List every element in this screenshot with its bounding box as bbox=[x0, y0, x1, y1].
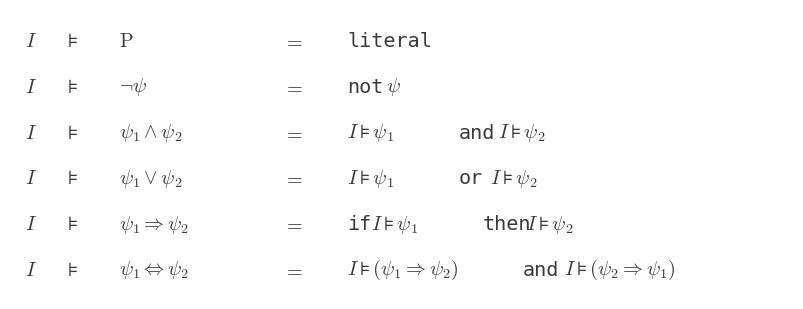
Text: $\mathit{I}\models\psi_1$: $\mathit{I}\models\psi_1$ bbox=[347, 168, 394, 190]
Text: $=$: $=$ bbox=[283, 215, 303, 234]
Text: $\mathit{I}$: $\mathit{I}$ bbox=[24, 124, 37, 143]
Text: $\psi_1 \Leftrightarrow \psi_2$: $\psi_1 \Leftrightarrow \psi_2$ bbox=[119, 259, 189, 281]
Text: $\models$: $\models$ bbox=[63, 32, 78, 51]
Text: $\mathit{I}$: $\mathit{I}$ bbox=[24, 78, 37, 97]
Text: $\psi_1 \vee \psi_2$: $\psi_1 \vee \psi_2$ bbox=[119, 168, 182, 190]
Text: $\psi_1 \wedge \psi_2$: $\psi_1 \wedge \psi_2$ bbox=[119, 122, 182, 144]
Text: if: if bbox=[347, 215, 371, 234]
Text: $\models$: $\models$ bbox=[63, 78, 78, 97]
Text: $\models$: $\models$ bbox=[63, 261, 78, 280]
Text: $=$: $=$ bbox=[283, 261, 303, 280]
Text: $\mathit{I}\models(\psi_1 \Rightarrow \psi_2)$: $\mathit{I}\models(\psi_1 \Rightarrow \p… bbox=[347, 258, 459, 282]
Text: or: or bbox=[458, 169, 482, 188]
Text: $\mathit{I}$: $\mathit{I}$ bbox=[24, 169, 37, 188]
Text: $\mathit{I}$: $\mathit{I}$ bbox=[24, 261, 37, 280]
Text: $\mathit{I}$: $\mathit{I}$ bbox=[24, 215, 37, 234]
Text: $\models$: $\models$ bbox=[63, 215, 78, 234]
Text: $=$: $=$ bbox=[283, 124, 303, 143]
Text: $\psi$: $\psi$ bbox=[385, 76, 401, 99]
Text: $=$: $=$ bbox=[283, 78, 303, 97]
Text: $\mathit{I}$: $\mathit{I}$ bbox=[24, 32, 37, 51]
Text: then: then bbox=[482, 215, 530, 234]
Text: $\mathit{I}\models\psi_1$: $\mathit{I}\models\psi_1$ bbox=[371, 214, 418, 236]
Text: $=$: $=$ bbox=[283, 169, 303, 188]
Text: $\neg\psi$: $\neg\psi$ bbox=[119, 76, 147, 99]
Text: $\psi_1 \Rightarrow \psi_2$: $\psi_1 \Rightarrow \psi_2$ bbox=[119, 214, 189, 236]
Text: $\mathrm{P}$: $\mathrm{P}$ bbox=[119, 32, 133, 51]
Text: $\models$: $\models$ bbox=[63, 169, 78, 188]
Text: and: and bbox=[522, 261, 558, 280]
Text: $\mathit{I}\models\psi_1$: $\mathit{I}\models\psi_1$ bbox=[347, 122, 394, 144]
Text: literal: literal bbox=[347, 32, 432, 51]
Text: and: and bbox=[458, 124, 494, 143]
Text: $\mathit{I}\models\psi_2$: $\mathit{I}\models\psi_2$ bbox=[498, 122, 545, 144]
Text: $=$: $=$ bbox=[283, 32, 303, 51]
Text: $\mathit{I}\models\psi_2$: $\mathit{I}\models\psi_2$ bbox=[525, 214, 573, 236]
Text: $\mathit{I}\models\psi_2$: $\mathit{I}\models\psi_2$ bbox=[490, 168, 537, 190]
Text: $\models$: $\models$ bbox=[63, 124, 78, 143]
Text: not: not bbox=[347, 78, 383, 97]
Text: $\mathit{I}\models(\psi_2 \Rightarrow \psi_1)$: $\mathit{I}\models(\psi_2 \Rightarrow \p… bbox=[564, 258, 675, 282]
